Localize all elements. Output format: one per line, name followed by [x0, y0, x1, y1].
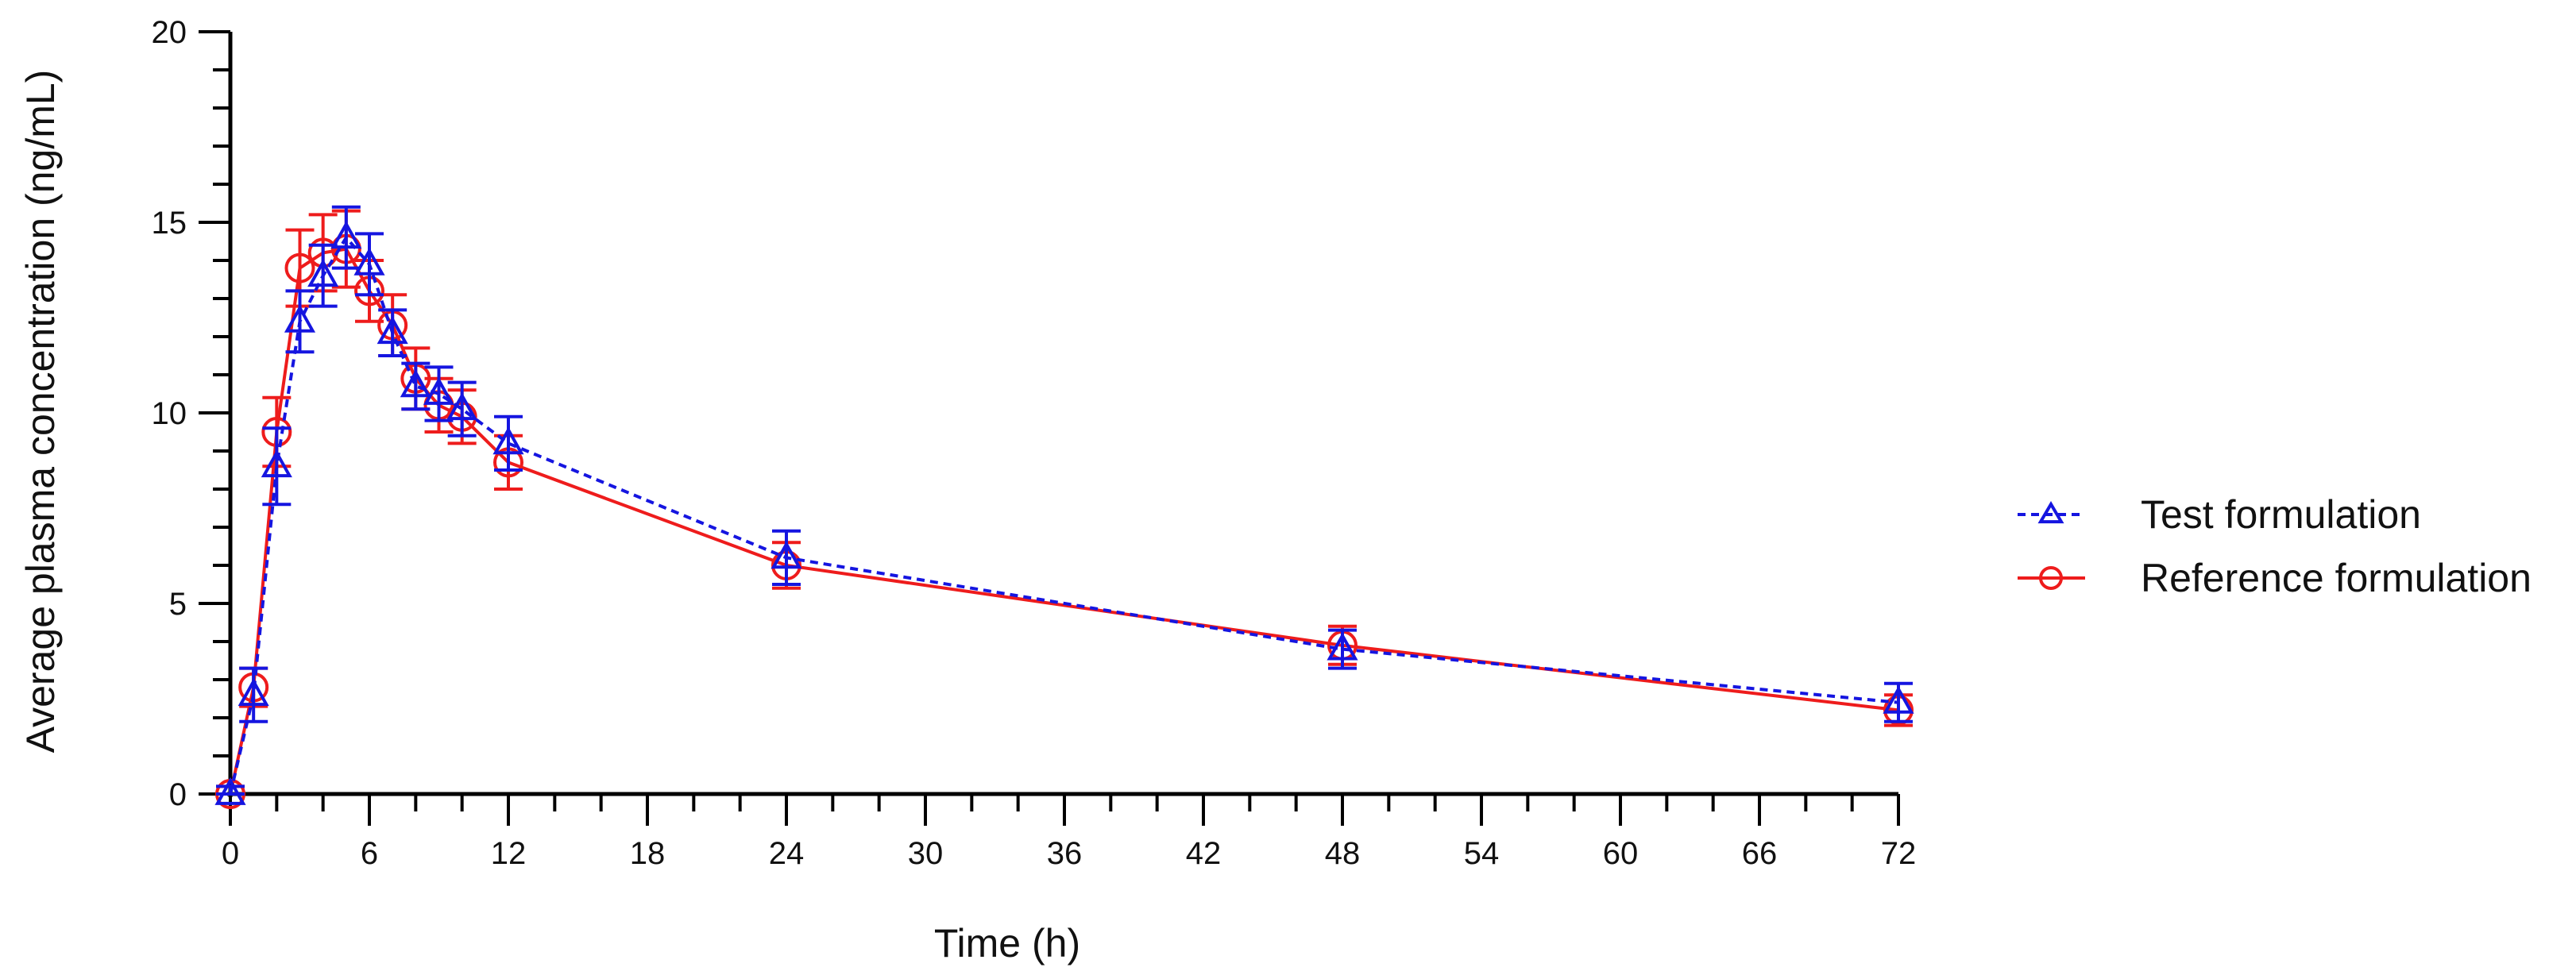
- series-test: [214, 205, 1914, 805]
- data-point: [492, 426, 524, 455]
- data-point: [353, 247, 385, 276]
- y-tick-label: 20: [152, 15, 187, 50]
- data-point: [446, 392, 478, 421]
- y-tick-label: 10: [152, 396, 187, 431]
- data-point: [284, 304, 316, 333]
- data-point: [1883, 685, 1914, 714]
- y-tick-label: 0: [169, 777, 187, 812]
- legend-triangle-icon: [2037, 501, 2064, 524]
- x-tick-label: 54: [1464, 836, 1500, 871]
- series-layer: [214, 205, 1914, 809]
- data-point: [400, 369, 431, 398]
- data-point: [261, 449, 292, 478]
- data-point: [770, 541, 802, 569]
- legend-entry: Reference formulation: [2018, 556, 2532, 600]
- y-tick-label: 15: [152, 206, 187, 241]
- x-tick-label: 0: [222, 836, 239, 871]
- x-tick-label: 6: [361, 836, 378, 871]
- axes: 0 5 10 15 20 0 6 12 18 24 30 36 42 48 54 60 66 72: [152, 15, 1917, 871]
- data-point: [1327, 632, 1358, 661]
- x-tick-label: 30: [908, 836, 944, 871]
- data-point: [284, 252, 315, 283]
- series-line: [229, 247, 1899, 795]
- data-point: [330, 221, 362, 249]
- data-point: [377, 316, 408, 345]
- series-line: [229, 234, 1899, 795]
- x-tick-label: 36: [1047, 836, 1083, 871]
- data-point: [214, 777, 246, 805]
- legend: Test formulation Reference formulation: [2018, 492, 2532, 600]
- legend-label: Reference formulation: [2141, 556, 2532, 600]
- x-tick-label: 12: [491, 836, 527, 871]
- y-tick-label: 5: [169, 587, 187, 622]
- series-reference: [215, 209, 1914, 809]
- x-axis-title: Time (h): [934, 921, 1080, 966]
- data-point: [423, 376, 455, 405]
- x-tick-label: 66: [1742, 836, 1778, 871]
- legend-circle-icon: [2039, 566, 2063, 590]
- legend-label: Test formulation: [2141, 492, 2421, 537]
- x-tick-label: 18: [630, 836, 666, 871]
- x-tick-label: 72: [1881, 836, 1917, 871]
- x-tick-label: 60: [1603, 836, 1639, 871]
- y-axis-title: Average plasma concentration (ng/mL): [18, 70, 63, 754]
- data-point: [307, 259, 339, 287]
- data-point: [238, 678, 269, 707]
- legend-entry: Test formulation: [2018, 492, 2421, 537]
- x-tick-label: 42: [1186, 836, 1222, 871]
- x-tick-label: 48: [1325, 836, 1361, 871]
- x-tick-label: 24: [769, 836, 805, 871]
